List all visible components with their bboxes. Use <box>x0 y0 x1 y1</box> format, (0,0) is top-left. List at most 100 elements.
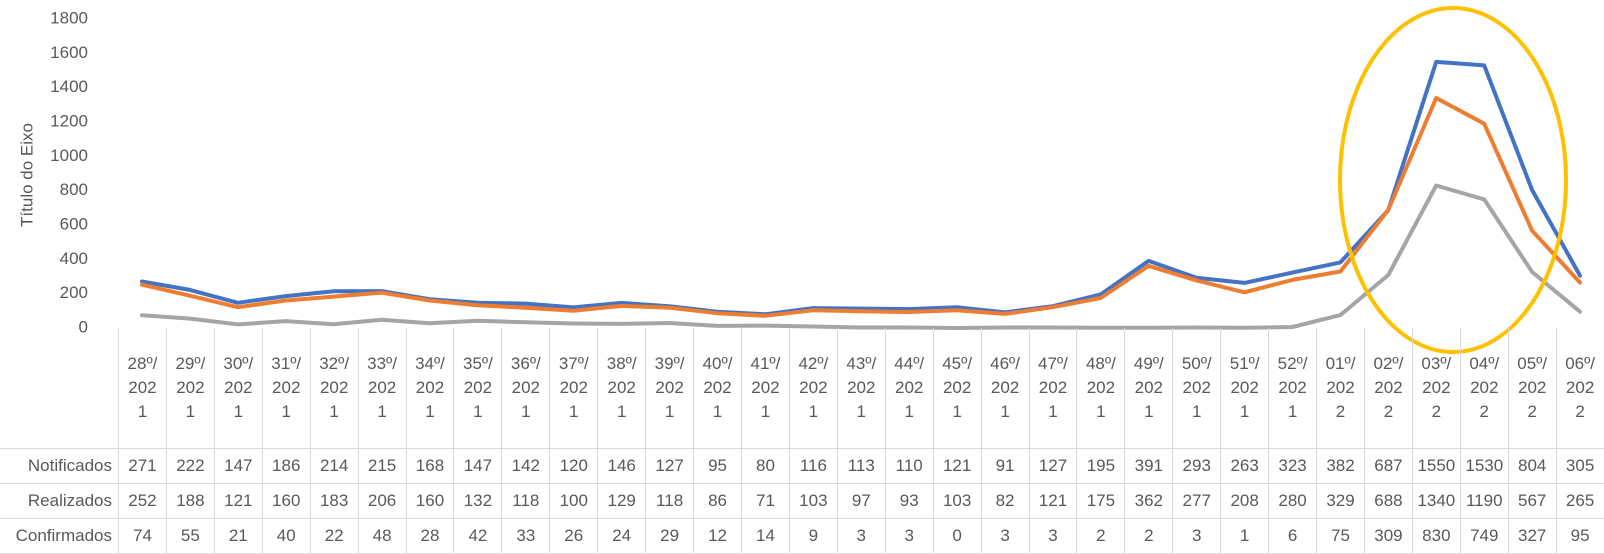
data-cell: 382 <box>1316 448 1365 484</box>
data-cell: 323 <box>1268 448 1318 484</box>
data-cell: 95 <box>693 448 742 484</box>
data-cell: 280 <box>1268 483 1318 519</box>
x-tick-label: 01º/2022 <box>1316 328 1365 449</box>
y-tick-label: 400 <box>60 249 88 268</box>
x-tick-label: 45º/2021 <box>932 328 982 449</box>
data-cell: 120 <box>549 448 599 484</box>
data-cell: 129 <box>597 483 647 519</box>
x-tick-label: 06º/2022 <box>1555 328 1604 449</box>
data-cell: 100 <box>549 483 599 519</box>
x-tick-label: 02º/2022 <box>1363 328 1413 449</box>
data-cell: 160 <box>405 483 455 519</box>
data-cell: 327 <box>1507 518 1557 554</box>
data-cell: 0 <box>932 518 982 554</box>
data-cell: 215 <box>357 448 407 484</box>
data-cell: 2 <box>1076 518 1126 554</box>
data-cell: 95 <box>1555 518 1604 554</box>
data-cell: 214 <box>309 448 359 484</box>
y-tick-label: 0 <box>79 317 88 336</box>
x-tick-label: 32º/2021 <box>309 328 359 449</box>
data-cell: 127 <box>645 448 695 484</box>
x-tick-label: 35º/2021 <box>453 328 503 449</box>
data-cell: 1530 <box>1459 448 1509 484</box>
data-cell: 222 <box>165 448 215 484</box>
data-cell: 26 <box>549 518 599 554</box>
legend-label: Confirmados <box>0 518 119 554</box>
data-cell: 121 <box>213 483 263 519</box>
data-cell: 186 <box>261 448 311 484</box>
data-cell: 567 <box>1507 483 1557 519</box>
x-tick-label: 52º/2021 <box>1268 328 1318 449</box>
x-tick-label: 30º/2021 <box>213 328 263 449</box>
data-cell: 121 <box>932 448 982 484</box>
y-tick-label: 600 <box>60 214 88 233</box>
data-cell: 82 <box>980 483 1030 519</box>
data-row: Realizados 252 188 121 160 183 206 160 132 118 100… <box>0 483 1604 519</box>
highlight-ellipse <box>1338 6 1568 354</box>
data-cell: 3 <box>884 518 934 554</box>
data-row: Notificados 271 222 147 186 214 215 168 147 142 12… <box>0 448 1604 484</box>
data-cell: 1550 <box>1411 448 1461 484</box>
data-cell: 3 <box>980 518 1030 554</box>
x-tick-label: 31º/2021 <box>261 328 311 449</box>
y-tick-label: 800 <box>60 180 88 199</box>
x-tick-label: 43º/2021 <box>836 328 886 449</box>
data-cell: 208 <box>1220 483 1270 519</box>
data-cell: 146 <box>597 448 647 484</box>
data-cell: 42 <box>453 518 503 554</box>
y-tick-label: 1400 <box>50 77 88 96</box>
data-cell: 183 <box>309 483 359 519</box>
data-cell: 749 <box>1459 518 1509 554</box>
data-cell: 160 <box>261 483 311 519</box>
data-cell: 91 <box>980 448 1030 484</box>
data-cell: 113 <box>836 448 886 484</box>
data-cell: 293 <box>1172 448 1222 484</box>
y-tick-label: 1600 <box>50 43 88 62</box>
data-cell: 147 <box>213 448 263 484</box>
data-cell: 3 <box>836 518 886 554</box>
data-cell: 1 <box>1220 518 1270 554</box>
x-tick-label: 40º/2021 <box>693 328 742 449</box>
data-cell: 12 <box>693 518 742 554</box>
data-cell: 29 <box>645 518 695 554</box>
x-tick-label: 28º/2021 <box>118 328 167 449</box>
x-tick-label: 50º/2021 <box>1172 328 1222 449</box>
data-cell: 168 <box>405 448 455 484</box>
chart: Título do Eixo 0 200 400 600 800 1000 1200 1400… <box>17 6 1582 354</box>
y-tick-label: 200 <box>60 283 88 302</box>
data-cell: 28 <box>405 518 455 554</box>
data-cell: 97 <box>836 483 886 519</box>
x-tick-label: 47º/2021 <box>1028 328 1078 449</box>
legend-label: Notificados <box>0 448 119 484</box>
data-cell: 206 <box>357 483 407 519</box>
data-cell: 55 <box>165 518 215 554</box>
x-tick-label: 41º/2021 <box>740 328 790 449</box>
corner-cell <box>0 328 119 449</box>
data-cell: 804 <box>1507 448 1557 484</box>
x-tick-label: 48º/2021 <box>1076 328 1126 449</box>
data-cell: 391 <box>1124 448 1174 484</box>
data-cell: 21 <box>213 518 263 554</box>
data-cell: 147 <box>453 448 503 484</box>
data-cell: 121 <box>1028 483 1078 519</box>
data-cell: 830 <box>1411 518 1461 554</box>
data-cell: 40 <box>261 518 311 554</box>
page: {"chart_data": {"type": "line", "y_axis_… <box>0 6 1604 554</box>
data-cell: 688 <box>1363 483 1413 519</box>
x-tick-label: 29º/2021 <box>165 328 215 449</box>
data-cell: 277 <box>1172 483 1222 519</box>
x-tick-label: 03º/2022 <box>1411 328 1461 449</box>
data-cell: 329 <box>1316 483 1365 519</box>
data-cell: 3 <box>1172 518 1222 554</box>
y-tick-label: 1200 <box>50 111 88 130</box>
header-row: 28º/2021 29º/2021 30º/2021 31º/2021 32º/2021… <box>0 328 1604 449</box>
data-cell: 116 <box>788 448 838 484</box>
data-cell: 309 <box>1363 518 1413 554</box>
data-cell: 687 <box>1363 448 1413 484</box>
data-cell: 188 <box>165 483 215 519</box>
data-cell: 6 <box>1268 518 1318 554</box>
y-tick-label: 1000 <box>50 146 88 165</box>
x-tick-label: 46º/2021 <box>980 328 1030 449</box>
x-tick-label: 42º/2021 <box>788 328 838 449</box>
data-cell: 118 <box>501 483 551 519</box>
